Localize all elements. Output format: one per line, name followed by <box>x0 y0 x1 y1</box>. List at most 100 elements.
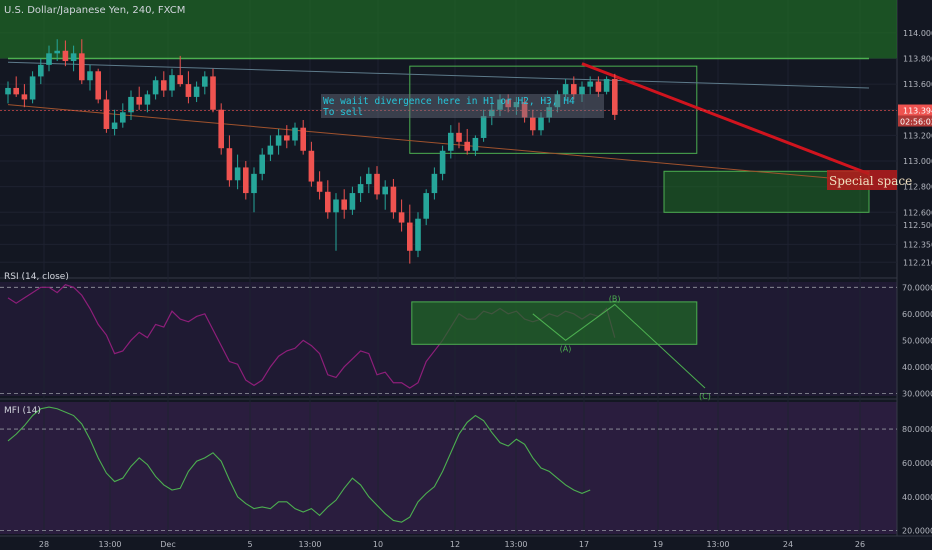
candle-body <box>374 173 380 195</box>
trendline-red-down-trend <box>581 62 870 176</box>
trendline-lower-trend <box>7 104 870 183</box>
candle-body <box>284 135 290 141</box>
price-tick-label: 113.600 <box>903 80 932 89</box>
candle-body <box>325 191 331 213</box>
last-price-tag <box>898 104 932 116</box>
candle-body <box>489 109 495 117</box>
time-tick-label: 13:00 <box>504 540 527 549</box>
candle-body <box>5 87 11 95</box>
mfi-indicator: 80.0000 60.0000 40.0000 20.0000 <box>0 406 932 536</box>
rsi-wave-label: (C) <box>699 392 711 401</box>
price-tick-label: 114.000 <box>903 29 932 38</box>
mfi-tick-label: 40.0000 <box>902 493 932 502</box>
candle-body <box>612 78 618 115</box>
candle-body <box>144 94 151 105</box>
rsi-zone <box>411 301 698 345</box>
time-tick-label: 13:00 <box>298 540 321 549</box>
rsi-tick-label: 50.0000 <box>902 336 932 345</box>
rsi-wave-path <box>532 303 706 389</box>
candle-body <box>300 127 306 151</box>
trendlines <box>7 57 870 183</box>
price-tick-label: 112.600 <box>903 208 932 217</box>
candle-body <box>79 53 85 81</box>
candle-body <box>530 117 536 131</box>
candle-body <box>513 102 520 108</box>
rsi-wave-label: (B) <box>609 295 621 304</box>
mfi-line <box>7 406 591 523</box>
mfi-tick-label: 20.0000 <box>902 527 932 536</box>
candle-body <box>177 75 183 85</box>
rsi-tick-label: 60.0000 <box>902 310 932 319</box>
annotation-box[interactable] <box>321 94 604 118</box>
candle-body <box>341 199 347 210</box>
time-tick-label: 28 <box>39 540 49 549</box>
price-tick-label: 113.000 <box>903 157 932 166</box>
price-tick-label: 113.800 <box>903 54 932 63</box>
candle-body <box>316 181 323 192</box>
candle-body <box>267 145 274 155</box>
candle-body <box>603 78 610 92</box>
candle-body <box>169 75 175 91</box>
candle-body <box>70 53 77 62</box>
candle-body <box>185 84 192 97</box>
countdown-tag <box>898 115 932 127</box>
time-tick-label: 19 <box>653 540 663 549</box>
candle-body <box>521 102 528 118</box>
time-tick-label: 5 <box>247 540 252 549</box>
candle-body <box>95 71 101 100</box>
candle-body <box>29 76 36 100</box>
candle-body <box>210 76 216 110</box>
candle-body <box>464 141 470 151</box>
candle-body <box>439 150 446 174</box>
candle-body <box>398 212 405 223</box>
rsi-indicator: (A) (B) (C) 70.0000 60.0000 50.0000 40.0000 30.… <box>0 283 932 401</box>
time-axis[interactable]: 28 13:00 Dec 5 13:00 10 12 13:00 17 19 13:00 24 26 <box>39 540 865 549</box>
candle-body <box>448 132 454 151</box>
candle-body <box>571 84 577 95</box>
last-price-label: 113.394 <box>903 107 932 116</box>
candle-body <box>259 154 265 174</box>
mfi-tick-label: 80.0000 <box>902 425 932 434</box>
rsi-tick-label: 70.0000 <box>902 283 932 292</box>
candle-body <box>62 50 69 62</box>
time-tick-label: 10 <box>373 540 383 549</box>
candle-body <box>390 186 397 213</box>
rsi-wave-label: (A) <box>560 344 572 353</box>
countdown-label: 02:56:02 <box>900 118 932 127</box>
mfi-panel-background <box>0 402 897 534</box>
candle-body <box>497 99 503 110</box>
candle-body <box>579 86 585 95</box>
candle-body <box>111 122 118 129</box>
candle-body <box>431 173 438 194</box>
candle-body <box>275 135 282 146</box>
candle-body <box>595 81 602 92</box>
candle-body <box>38 64 44 77</box>
candle-body <box>21 94 28 100</box>
candle-body <box>243 167 249 194</box>
candle-body <box>562 84 569 95</box>
candle-body <box>103 99 110 129</box>
time-tick-label: Dec <box>160 540 175 549</box>
candle-body <box>472 137 479 151</box>
candle-body <box>87 71 93 81</box>
candle-body <box>480 116 487 138</box>
upper-green-band <box>0 0 897 59</box>
candle-body <box>538 117 544 131</box>
candle-body <box>54 50 60 54</box>
candle-body <box>152 80 159 95</box>
price-axis[interactable]: 114.000113.800113.600113.400113.200113.0… <box>0 29 932 267</box>
time-tick-label: 13:00 <box>706 540 729 549</box>
candle-body <box>333 199 339 213</box>
time-tick-label: 24 <box>783 540 793 549</box>
candle-body <box>218 109 224 149</box>
time-tick-label: 13:00 <box>98 540 121 549</box>
candle-body <box>234 167 241 181</box>
candle-body <box>407 222 413 251</box>
candle-body <box>226 148 233 181</box>
time-tick-label: 12 <box>450 540 460 549</box>
candle-body <box>161 80 167 91</box>
candle-body <box>193 86 200 97</box>
candle-body <box>128 96 134 113</box>
candle-body <box>349 193 356 210</box>
